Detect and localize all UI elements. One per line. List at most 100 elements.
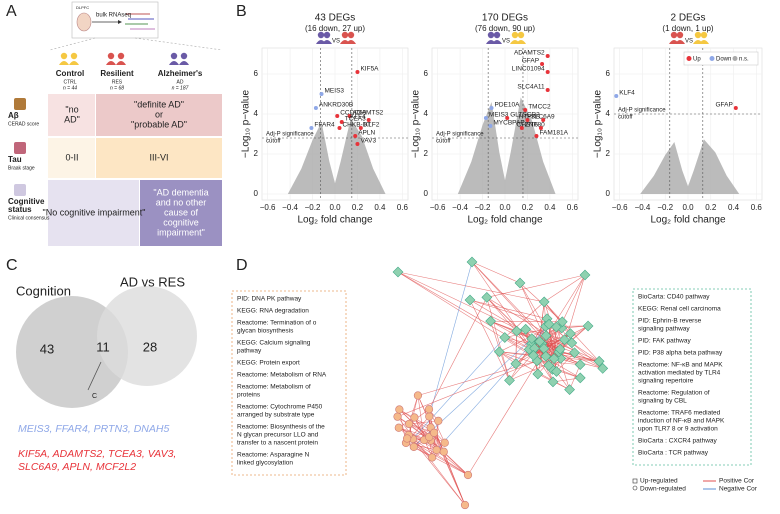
row-icon: [14, 98, 26, 110]
person-icon: [179, 61, 189, 65]
node-up: [582, 320, 594, 332]
person-icon: [170, 52, 178, 60]
gene-label: KLF4: [619, 90, 635, 97]
edge: [545, 274, 586, 357]
gene-label: MEIS3: [489, 112, 509, 119]
edge: [428, 297, 488, 410]
node-down: [432, 445, 441, 455]
pathway-item: glycan biosynthesis: [237, 328, 294, 335]
gene-point: [614, 94, 619, 98]
cutoff-label: Adj-P significance: [436, 132, 484, 138]
x-tick-label: 0.6: [567, 203, 579, 212]
gene-label: PDE10A: [495, 102, 521, 109]
group-code: CTRL: [63, 79, 76, 85]
person-icon: [487, 31, 495, 39]
gene-point: [733, 106, 738, 110]
legend-label: Negative Cor: [719, 486, 758, 493]
person-icon: [59, 61, 69, 65]
row-sublabel: CERAD score: [8, 121, 39, 127]
edge: [471, 261, 521, 284]
row-sublabel: Clinical consensus: [8, 215, 50, 221]
node-up: [566, 337, 578, 349]
cutoff-label: cutoff: [436, 139, 451, 145]
cell-text: "no: [65, 104, 78, 114]
gene-point: [489, 106, 494, 110]
panel-label: A: [6, 3, 17, 20]
node-down: [430, 428, 439, 437]
y-axis-label: −Log₁₀ p−value: [241, 89, 252, 158]
pathway-item: KEGG: Calcium signaling: [237, 340, 311, 347]
cutoff-label: cutoff: [266, 139, 281, 145]
pathway-item: proteins: [237, 392, 261, 399]
cell-text: impairment": [157, 227, 205, 237]
gene-point: [335, 114, 340, 118]
pathway-item: Reactome: Metabolism of: [237, 384, 311, 391]
edge: [398, 427, 430, 438]
pathway-item: KEGG: Protein export: [237, 360, 300, 367]
node-up: [574, 372, 586, 384]
group-n: n = 68: [110, 85, 124, 91]
pathway-item: Reactome: Biosynthesis of the: [237, 424, 325, 431]
x-tick-label: 0.0: [499, 203, 511, 212]
cell-text: "definite AD": [134, 99, 184, 109]
node-up: [511, 325, 523, 337]
cutoff-label: cutoff: [618, 115, 633, 121]
pathway-item: pathway: [237, 348, 262, 355]
person-icon: [493, 31, 501, 39]
node-up: [597, 363, 609, 374]
pathway-item: BioCarta : CXCR4 pathway: [638, 438, 718, 445]
y-tick-label: 2: [424, 149, 429, 158]
cell-text: 0-II: [65, 152, 78, 162]
edge: [469, 299, 557, 328]
pathway-item: KEGG: Renal cell carcinoma: [638, 306, 721, 313]
edge: [469, 299, 548, 319]
node-down: [424, 405, 434, 414]
legend-label: Up-regulated: [640, 478, 678, 485]
node-up: [564, 384, 575, 396]
gene-label: CCDC69: [340, 110, 366, 117]
x-tick-label: 0.6: [397, 203, 409, 212]
gene-label: CHST6: [517, 122, 539, 129]
edge: [469, 299, 510, 381]
edge: [471, 261, 533, 351]
gene-point: [545, 54, 550, 58]
gene-label: ZNF80: [525, 122, 545, 129]
arrow-head: [118, 20, 122, 24]
point-cloud: [457, 97, 556, 194]
person-icon: [117, 52, 125, 60]
node-up: [559, 334, 570, 346]
gene-label: KLF4: [350, 114, 366, 121]
node-up: [466, 256, 478, 268]
x-tick-label: 0.4: [728, 203, 740, 212]
x-axis-label: Log₂ fold change: [467, 215, 542, 226]
gene-point: [534, 134, 539, 138]
x-tick-label: −0.6: [260, 203, 276, 212]
gene-point: [313, 106, 318, 110]
pathway-item: Reactome: Cytochrome P450: [237, 404, 323, 411]
x-tick-label: −0.6: [430, 203, 446, 212]
gene-point: [358, 126, 363, 130]
gene-label: APLN: [358, 130, 375, 137]
plot-title: 2 DEGs: [670, 13, 705, 24]
edge: [548, 324, 557, 372]
pathway-item: signaling repertoire: [638, 378, 694, 385]
vs-label: VS: [685, 39, 693, 45]
gene-label: VAV3: [360, 138, 376, 145]
person-icon: [180, 52, 188, 60]
person-icon: [699, 40, 709, 44]
gene-point: [355, 142, 360, 146]
gene-point: [483, 116, 488, 120]
node-up: [554, 343, 566, 355]
node-down: [425, 412, 434, 421]
node-up: [543, 318, 555, 330]
edge: [486, 274, 586, 298]
gene-point: [353, 134, 358, 138]
row-sublabel: Braak stage: [8, 165, 35, 171]
legend-label: n.s.: [739, 57, 749, 63]
node-up: [464, 294, 476, 306]
cell-text: cause of: [164, 207, 199, 217]
y-tick-label: 0: [424, 189, 429, 198]
node-down: [394, 423, 403, 432]
row-icon: [14, 184, 26, 196]
edge: [406, 438, 469, 476]
